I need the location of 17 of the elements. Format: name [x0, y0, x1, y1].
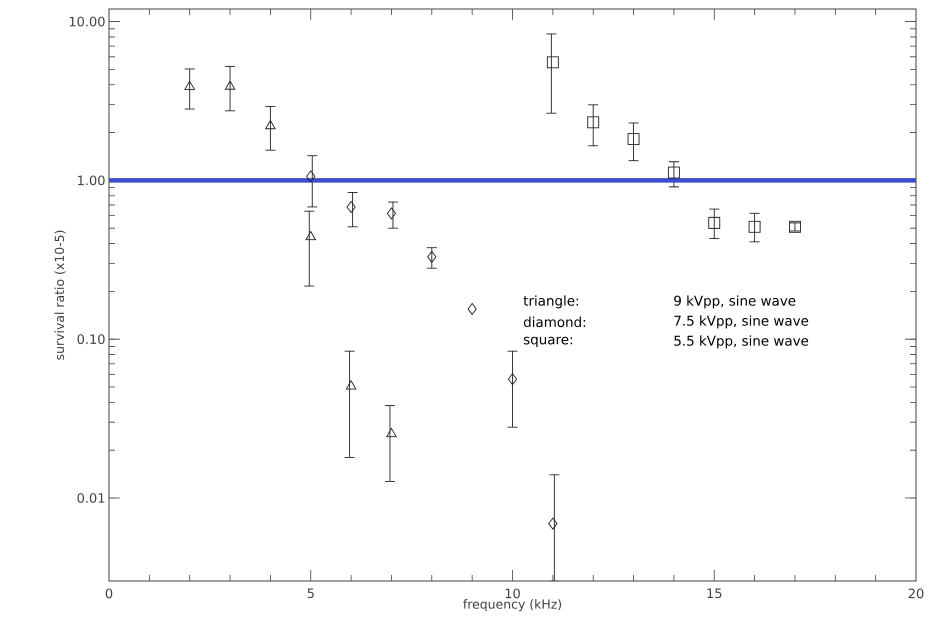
annotation: diamond:	[524, 316, 586, 328]
y-axis-title: survival ratio (x10-5)	[54, 230, 66, 360]
y-tick-label: 0.01	[78, 493, 104, 503]
annotation: 9 kVpp, sine wave	[674, 295, 796, 308]
y-tick-label: 10.00	[70, 16, 105, 26]
y-tick-label: 0.10	[78, 334, 105, 344]
annotation: 5.5 kVpp, sine wave	[674, 335, 808, 348]
annotation: square:	[524, 336, 572, 348]
annotation: triangle:	[524, 295, 578, 308]
x-tick-label: 10	[506, 588, 520, 598]
x-tick-label: 0	[106, 588, 112, 598]
y-tick-label: 1.00	[78, 175, 105, 186]
x-tick-label: 20	[908, 588, 924, 598]
x-tick-label: 5	[308, 588, 314, 598]
annotation: 7.5 kVpp, sine wave	[674, 315, 808, 328]
x-tick-label: 15	[707, 588, 722, 598]
x-axis-title: frequency (kHz)	[463, 599, 562, 612]
